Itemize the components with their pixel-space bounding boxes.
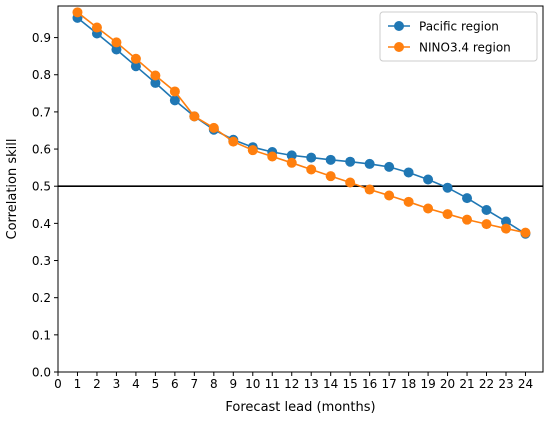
x-tick-label: 13 — [304, 377, 319, 391]
y-tick-label: 0.7 — [32, 105, 51, 119]
data-point — [345, 177, 356, 188]
x-tick-label: 7 — [191, 377, 199, 391]
legend-label: Pacific region — [419, 20, 499, 34]
y-tick-label: 0.5 — [32, 180, 51, 194]
data-point — [111, 37, 122, 48]
y-axis: 0.0 0.1 0.2 0.3 0.4 0.5 0.6 0.7 0.8 0.9 — [32, 31, 58, 380]
data-point — [325, 154, 336, 165]
data-point — [500, 216, 511, 227]
x-tick-label: 5 — [152, 377, 160, 391]
x-axis-label: Forecast lead (months) — [225, 400, 375, 415]
x-tick-label: 9 — [229, 377, 237, 391]
x-tick-label: 20 — [440, 377, 455, 391]
x-tick-label: 22 — [479, 377, 494, 391]
data-point — [384, 190, 395, 201]
data-point — [462, 214, 473, 225]
data-point — [364, 158, 375, 169]
x-tick-label: 11 — [265, 377, 280, 391]
legend-marker — [394, 42, 404, 52]
y-tick-label: 0.3 — [32, 254, 51, 268]
y-tick-label: 0.4 — [32, 217, 51, 231]
x-tick-label: 3 — [113, 377, 121, 391]
data-point — [247, 145, 258, 156]
x-tick-label: 24 — [518, 377, 533, 391]
data-point — [423, 203, 434, 214]
data-point — [72, 7, 83, 18]
legend-item: NINO3.4 region — [388, 41, 511, 55]
x-tick-label: 23 — [498, 377, 513, 391]
x-tick-label: 1 — [74, 377, 82, 391]
data-point — [169, 86, 180, 97]
data-point — [481, 204, 492, 215]
x-tick-label: 18 — [401, 377, 416, 391]
data-point — [286, 150, 297, 161]
data-point — [286, 157, 297, 168]
x-tick-label: 8 — [210, 377, 218, 391]
y-tick-label: 0.0 — [32, 366, 51, 380]
data-point — [150, 77, 161, 88]
data-point — [403, 196, 414, 207]
data-point — [169, 95, 180, 106]
data-point — [520, 227, 531, 238]
x-tick-label: 12 — [284, 377, 299, 391]
legend: Pacific region NINO3.4 region — [379, 11, 538, 62]
data-point — [500, 223, 511, 234]
data-point — [462, 193, 473, 204]
y-axis-label: Correlation skill — [5, 139, 20, 240]
y-tick-label: 0.9 — [32, 31, 51, 45]
plot-area-frame — [57, 5, 544, 373]
data-point — [442, 182, 453, 193]
data-point — [228, 136, 239, 147]
y-tick-label: 0.6 — [32, 143, 51, 157]
data-point — [306, 164, 317, 175]
data-point — [364, 184, 375, 195]
x-tick-label: 14 — [323, 377, 338, 391]
data-point — [345, 156, 356, 167]
legend-item: Pacific region — [388, 20, 499, 34]
x-tick-label: 19 — [420, 377, 435, 391]
data-point — [325, 171, 336, 182]
data-point — [306, 152, 317, 163]
data-point — [130, 61, 141, 72]
x-tick-label: 4 — [132, 377, 140, 391]
data-point — [403, 167, 414, 178]
legend-marker — [394, 21, 404, 31]
y-tick-label: 0.8 — [32, 68, 51, 82]
data-point — [189, 111, 200, 122]
legend-label: NINO3.4 region — [419, 41, 511, 55]
data-point — [208, 122, 219, 133]
x-axis: 0 1 2 3 4 5 6 7 8 9 10 11 12 13 14 15 16 17 18 19 20 21 22 23 24 — [54, 372, 533, 391]
x-tick-label: 17 — [381, 377, 396, 391]
legend-box — [379, 11, 538, 62]
y-tick-label: 0.2 — [32, 291, 51, 305]
data-point — [442, 209, 453, 220]
x-tick-label: 21 — [459, 377, 474, 391]
data-point — [423, 174, 434, 185]
series-2 — [72, 7, 531, 238]
data-point — [481, 219, 492, 230]
x-tick-label: 16 — [362, 377, 377, 391]
data-point — [91, 22, 102, 33]
data-point — [384, 161, 395, 172]
series-layer — [72, 7, 531, 239]
data-point — [267, 151, 278, 162]
data-point — [150, 70, 161, 81]
x-tick-label: 15 — [343, 377, 358, 391]
x-tick-label: 2 — [93, 377, 101, 391]
data-point — [130, 53, 141, 64]
y-tick-label: 0.1 — [32, 328, 51, 342]
data-point — [111, 44, 122, 55]
x-tick-label: 0 — [54, 377, 62, 391]
x-tick-label: 6 — [171, 377, 179, 391]
x-tick-label: 10 — [245, 377, 260, 391]
